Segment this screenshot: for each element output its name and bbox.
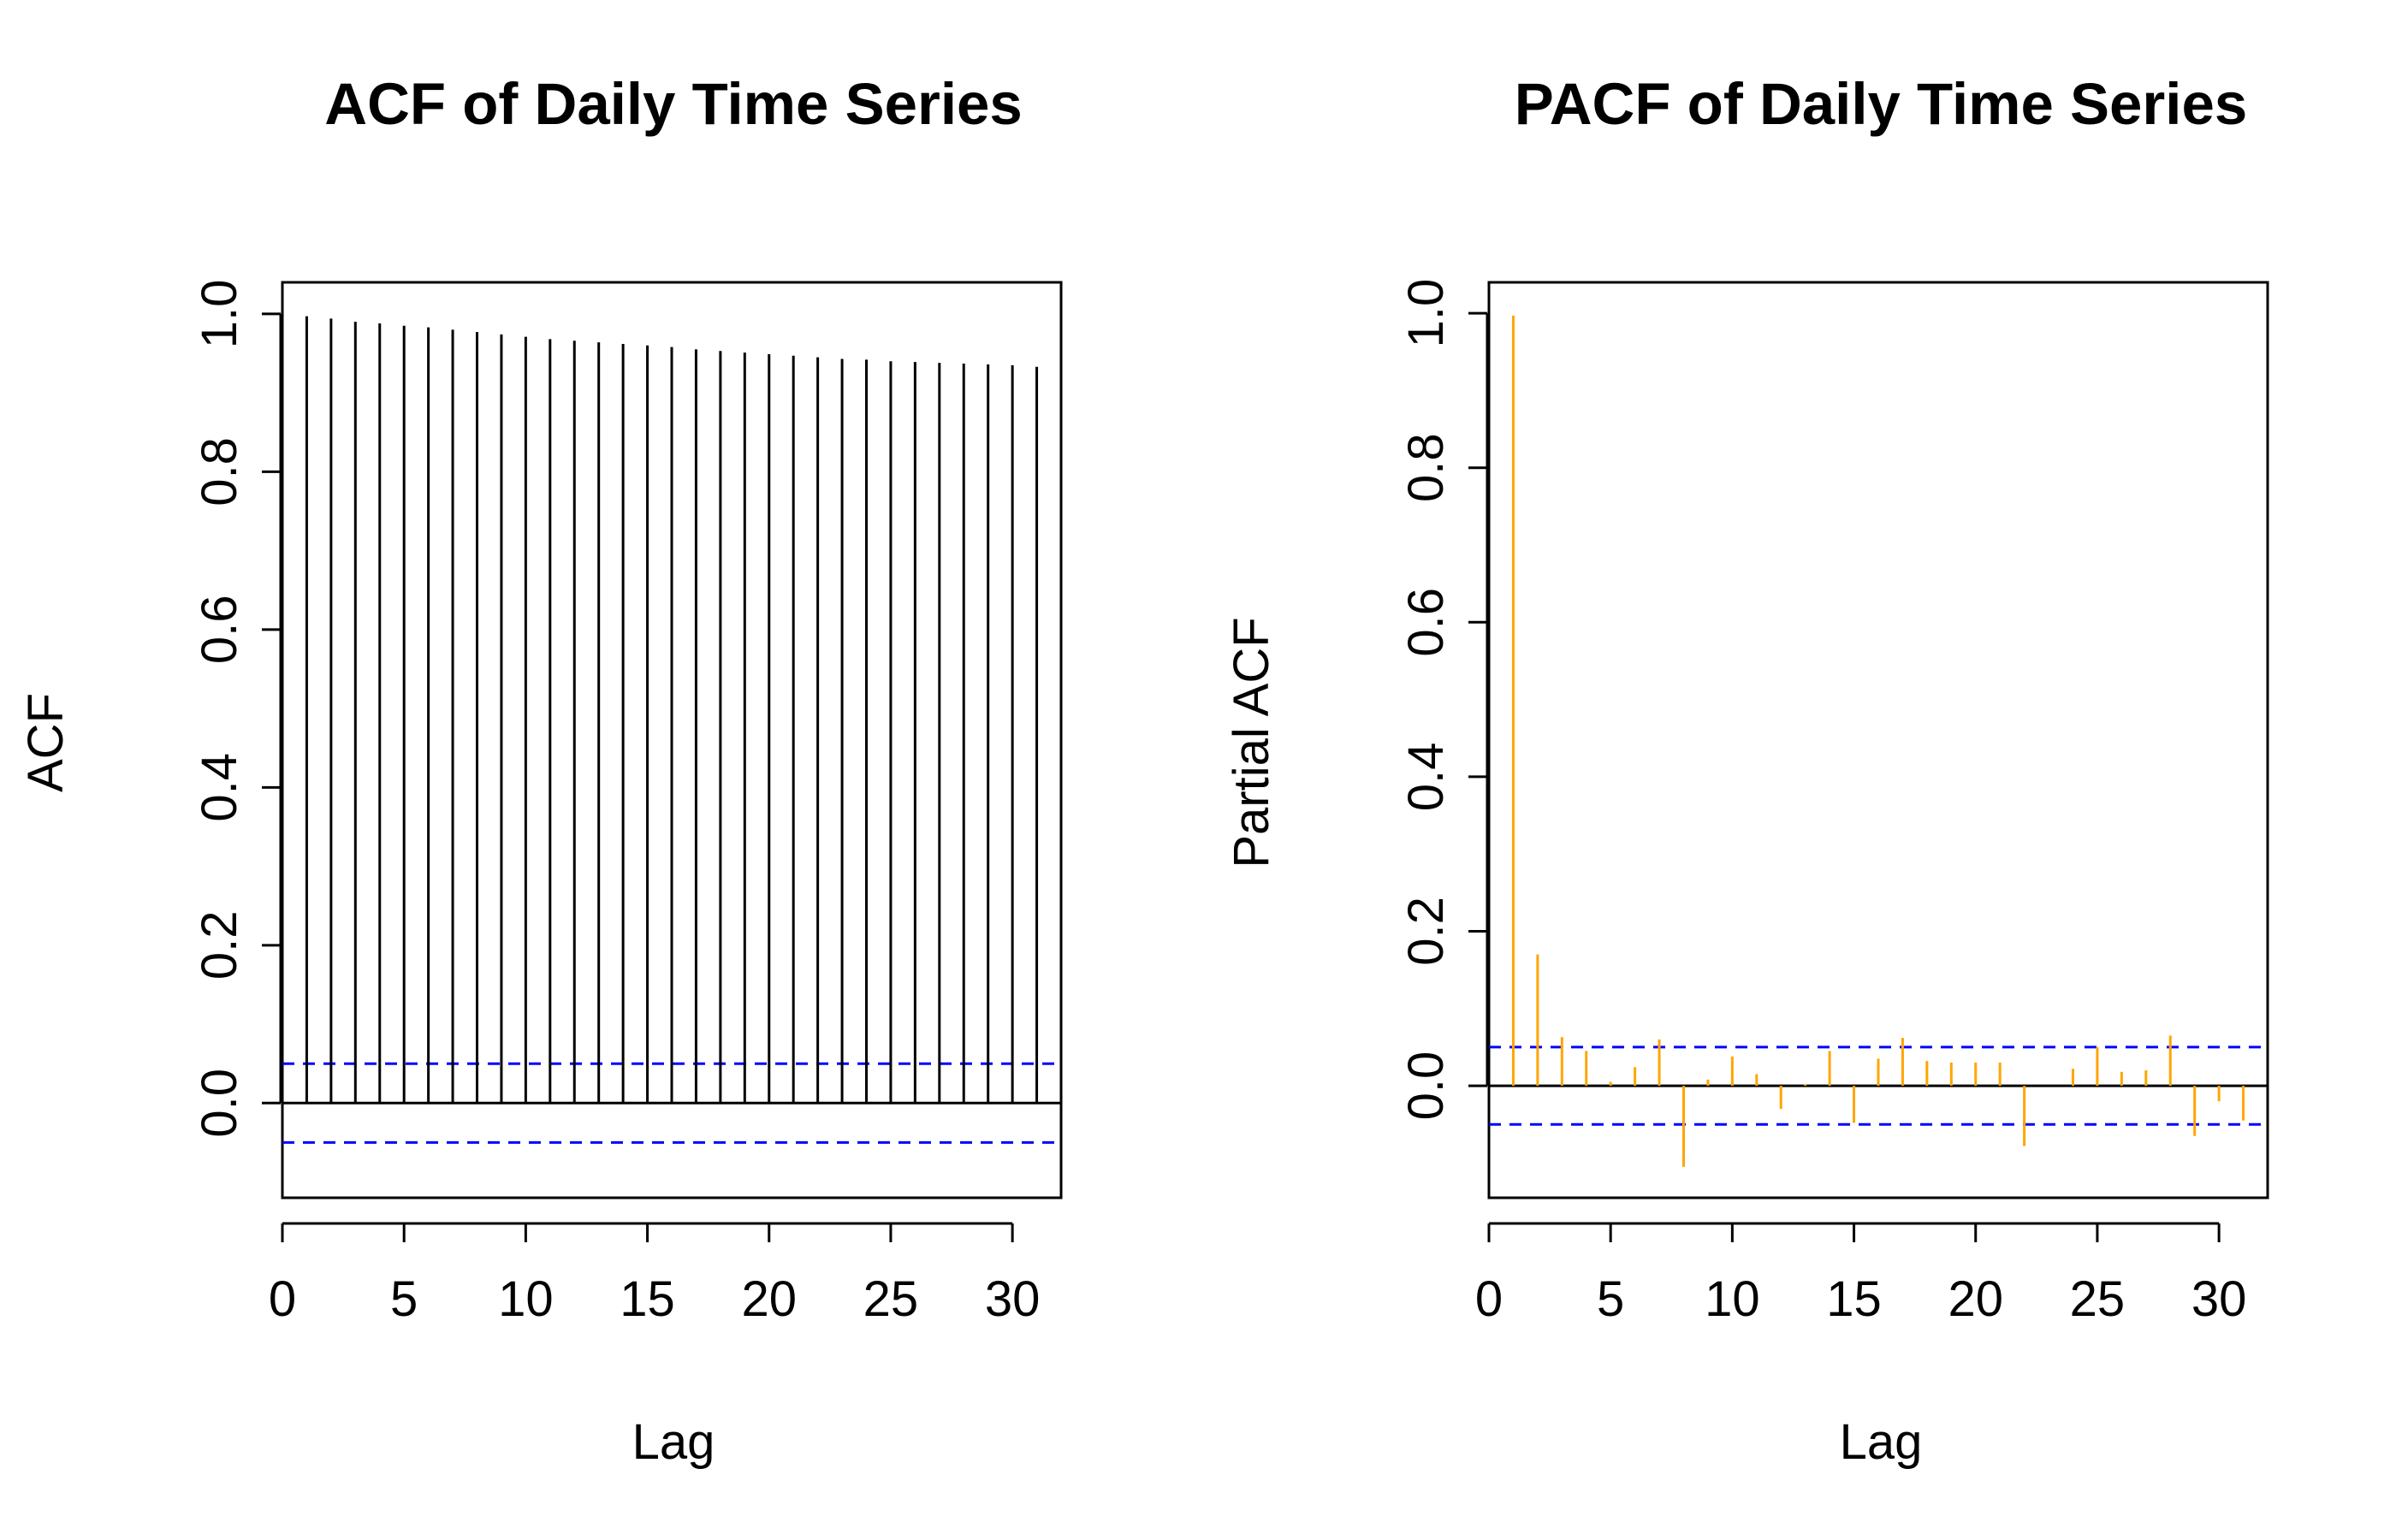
acf-y-tick-label: 0.2 (192, 911, 247, 980)
pacf-x-tick-label: 30 (2191, 1271, 2247, 1327)
acf-y-tick-label: 1.0 (192, 280, 247, 349)
acf-x-tick-label: 0 (269, 1271, 296, 1327)
acf-y-tick-label: 0.0 (192, 1069, 247, 1138)
pacf-x-axis-label: Lag (1840, 1414, 1923, 1470)
pacf-plot-frame (1487, 281, 2269, 1199)
pacf-y-axis-label: Partial ACF (1224, 617, 1279, 868)
acf-x-tick-label: 30 (985, 1271, 1041, 1327)
pacf-y-tick-label: 0.0 (1398, 1051, 1454, 1121)
acf-chart-title: ACF of Daily Time Series (324, 71, 1023, 137)
acf-x-axis-label: Lag (632, 1414, 715, 1470)
acf-x-tick-label: 5 (390, 1271, 418, 1327)
pacf-chart-title: PACF of Daily Time Series (1515, 71, 2247, 137)
acf-plot-frame (281, 281, 1063, 1199)
acf-y-axis-label: ACF (18, 693, 74, 792)
acf-x-tick-label: 15 (620, 1271, 675, 1327)
pacf-y-tick-label: 0.2 (1398, 897, 1454, 966)
pacf-y-tick-label: 1.0 (1398, 279, 1454, 348)
acf-y-tick-label: 0.8 (192, 437, 247, 506)
acf-x-tick-label: 20 (741, 1271, 797, 1327)
pacf-x-tick-label: 15 (1826, 1271, 1882, 1327)
pacf-x-tick-label: 20 (1948, 1271, 2003, 1327)
pacf-x-tick-label: 5 (1597, 1271, 1624, 1327)
pacf-x-tick-label: 0 (1475, 1271, 1503, 1327)
pacf-x-tick-label: 25 (2070, 1271, 2126, 1327)
pacf-y-tick-label: 0.4 (1398, 743, 1454, 812)
acf-y-tick-label: 0.4 (192, 753, 247, 822)
acf-panel: ACF of Daily Time Series Lag ACF 0 5 10 15 2… (18, 71, 1063, 1470)
pacf-x-tick-label: 10 (1705, 1271, 1760, 1327)
pacf-panel: PACF of Daily Time Series Lag Partial AC… (1224, 71, 2269, 1470)
acf-x-tick-label: 10 (498, 1271, 554, 1327)
pacf-y-tick-label: 0.8 (1398, 433, 1454, 502)
pacf-y-tick-label: 0.6 (1398, 588, 1454, 657)
acf-x-tick-label: 25 (863, 1271, 919, 1327)
acf-y-tick-label: 0.6 (192, 595, 247, 665)
